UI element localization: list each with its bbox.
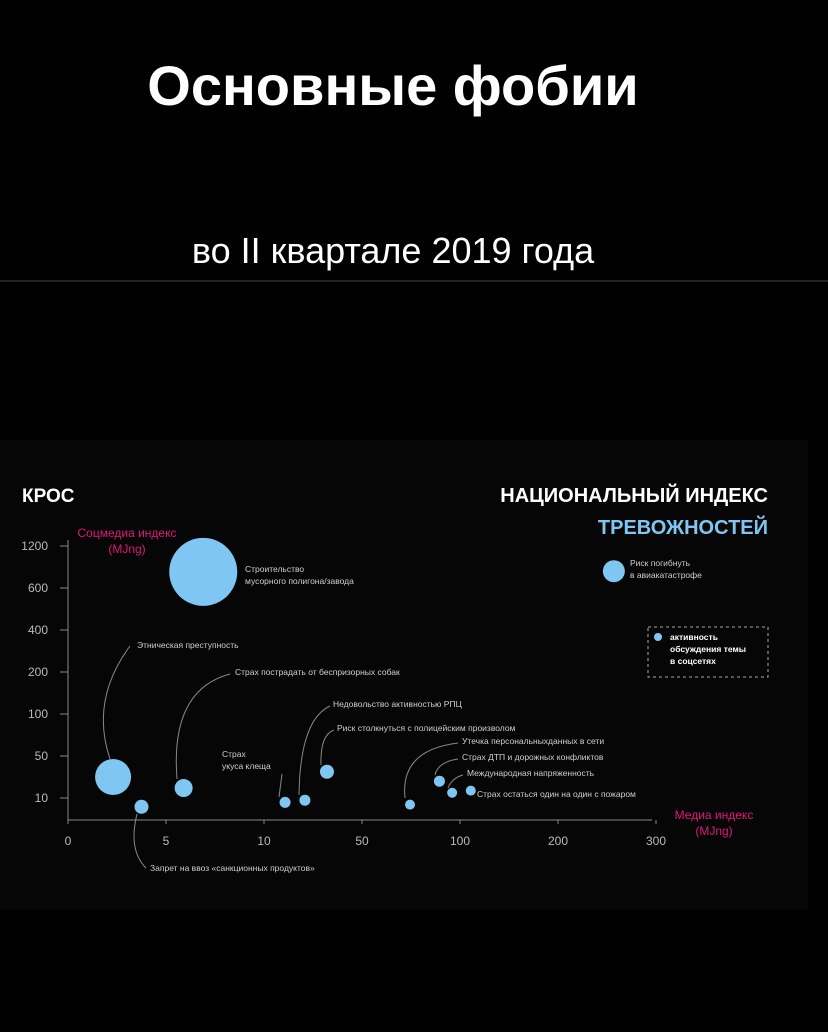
leader-line bbox=[298, 705, 331, 796]
x-tick-label: 0 bbox=[65, 834, 72, 848]
bubble bbox=[447, 787, 458, 798]
x-tick-label: 10 bbox=[257, 834, 271, 848]
point-label: Риск погибнуть в авиакатастрофе bbox=[630, 558, 702, 580]
x-axis-label: Медиа индекс bbox=[675, 808, 754, 822]
y-tick-label: 200 bbox=[28, 665, 48, 679]
x-tick-label: 300 bbox=[646, 834, 666, 848]
bubble bbox=[299, 794, 311, 806]
page-title: Основные фобии bbox=[147, 54, 638, 117]
chart-panel bbox=[0, 440, 808, 910]
y-axis-unit: (MJng) bbox=[108, 542, 145, 556]
page-subtitle: во II квартале 2019 года bbox=[192, 230, 595, 271]
legend-box bbox=[647, 626, 769, 678]
leader-line bbox=[175, 673, 231, 780]
brand: КРОС bbox=[22, 486, 75, 507]
point-label: Утечка персональныхданных в сети bbox=[462, 736, 604, 746]
legend-text: обсуждения темы bbox=[670, 644, 746, 654]
leader-line bbox=[447, 774, 464, 789]
x-tick-label: 200 bbox=[548, 834, 568, 848]
point-label: Страх пострадать от беспризорных собак bbox=[235, 667, 400, 677]
bubble bbox=[602, 560, 625, 583]
leader-line bbox=[102, 645, 131, 760]
bubble bbox=[465, 785, 476, 796]
bubble bbox=[405, 799, 416, 810]
bubble bbox=[279, 796, 291, 808]
legend-marker bbox=[654, 633, 662, 641]
y-tick-label: 50 bbox=[35, 749, 49, 763]
point-label: Страх остаться один на один с пожаром bbox=[477, 789, 636, 799]
leader-line bbox=[320, 729, 335, 766]
y-tick-label: 600 bbox=[28, 581, 48, 595]
legend-text: в соцсетях bbox=[670, 656, 716, 666]
y-tick-label: 1200 bbox=[21, 539, 48, 553]
x-axis-unit: (MJng) bbox=[695, 824, 732, 838]
bubble bbox=[174, 779, 193, 798]
leader-line bbox=[404, 742, 459, 799]
leader-line bbox=[434, 758, 459, 776]
bubble bbox=[134, 799, 149, 814]
bubble bbox=[433, 775, 445, 787]
point-label: Этническая преступность bbox=[137, 640, 239, 650]
y-tick-label: 100 bbox=[28, 707, 48, 721]
x-tick-label: 100 bbox=[450, 834, 470, 848]
y-tick-label: 10 bbox=[35, 791, 49, 805]
legend-text: активность bbox=[670, 632, 718, 642]
y-axis-label: Соцмедиа индекс bbox=[78, 526, 177, 540]
point-label: Страх укуса клеща bbox=[222, 749, 271, 771]
point-label: Строительство мусорного полигона/завода bbox=[245, 564, 354, 586]
point-label: Недовольство активностью РПЦ bbox=[333, 699, 463, 709]
bubble bbox=[169, 537, 238, 606]
chart-title: НАЦИОНАЛЬНЫЙ ИНДЕКС bbox=[500, 483, 768, 507]
point-label: Риск столкнуться с полицейским произволо… bbox=[337, 723, 516, 733]
leader-line bbox=[278, 773, 283, 798]
x-tick-label: 50 bbox=[355, 834, 369, 848]
chart-subtitle: ТРЕВОЖНОСТЕЙ bbox=[598, 515, 768, 539]
y-tick-label: 400 bbox=[28, 623, 48, 637]
point-label: Запрет на ввоз «санкционных продуктов» bbox=[150, 863, 315, 873]
leader-line bbox=[133, 813, 147, 869]
point-label: Страх ДТП и дорожных конфликтов bbox=[462, 752, 604, 762]
point-label: Международная напряженность bbox=[467, 768, 595, 778]
bubble bbox=[95, 759, 132, 795]
bubble bbox=[319, 764, 334, 779]
x-tick-label: 5 bbox=[163, 834, 170, 848]
